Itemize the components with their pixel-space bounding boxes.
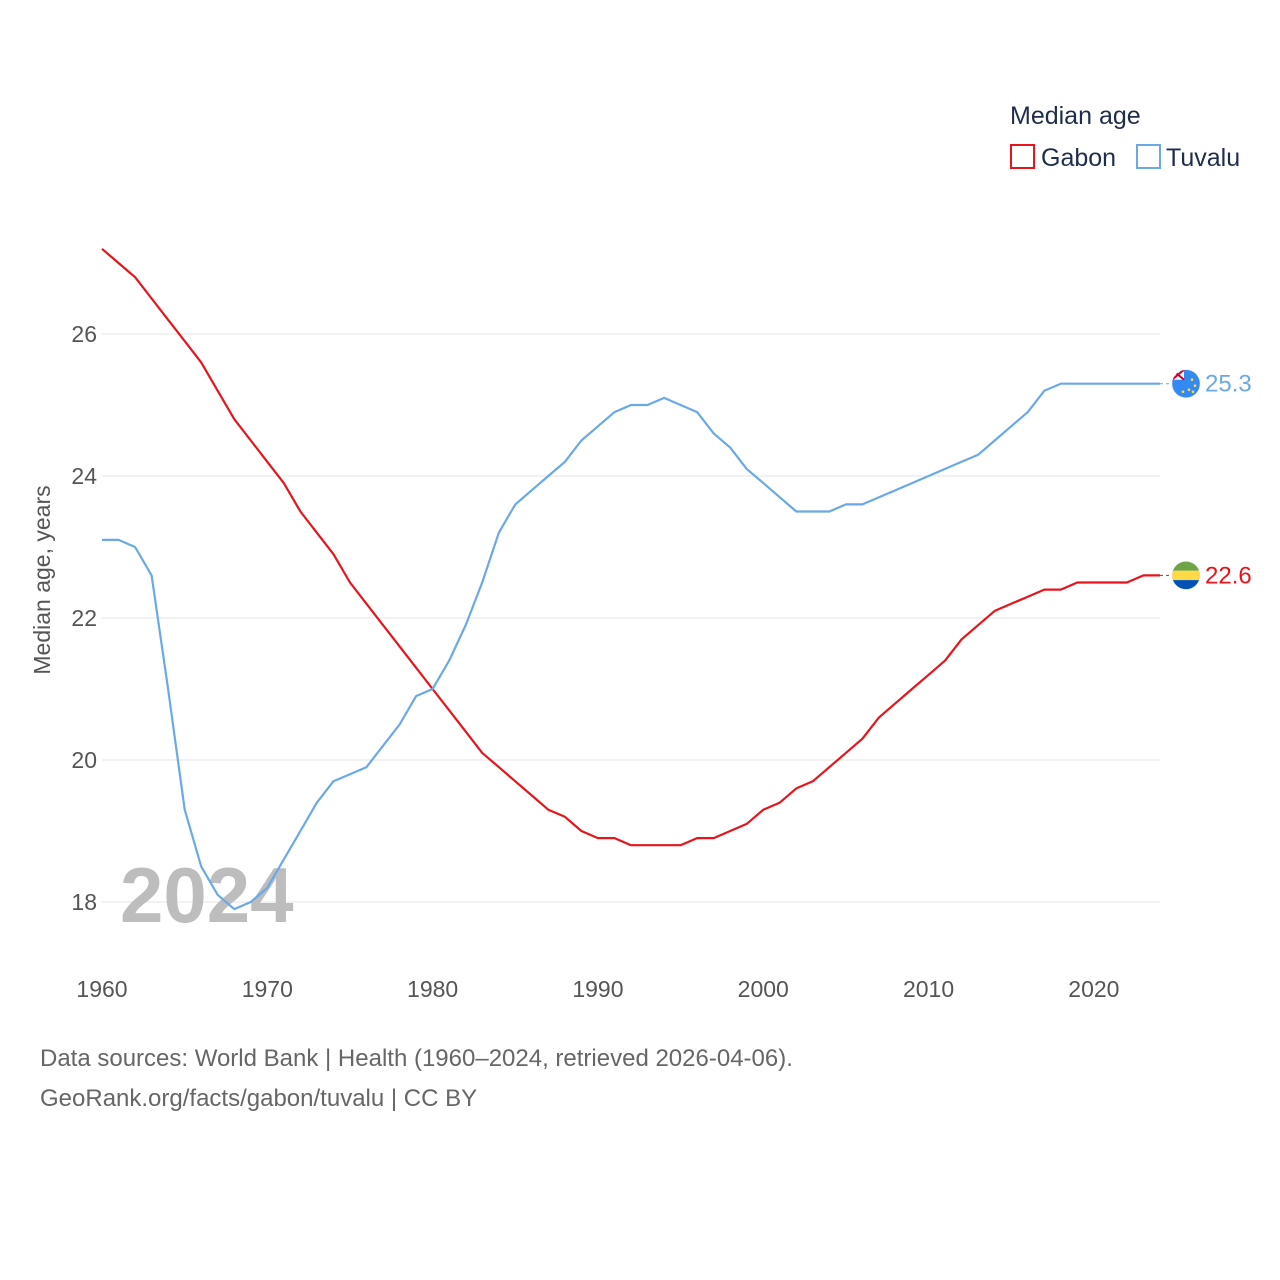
legend-title: Median age — [1010, 102, 1141, 130]
y-tick-26: 26 — [71, 321, 97, 347]
end-markers: 22.6 25.3 — [1160, 369, 1252, 590]
end-label-tuvalu: 25.3 — [1205, 371, 1252, 398]
y-axis-title: Median age, years — [29, 485, 55, 674]
data-sources-note: Data sources: World Bank | Health (1960–… — [40, 1045, 793, 1072]
attribution-link[interactable]: GeoRank.org/facts/gabon/tuvalu | CC BY — [40, 1085, 478, 1112]
legend-label-gabon: Gabon — [1041, 144, 1116, 172]
y-tick-22: 22 — [71, 605, 97, 631]
series-line-tuvalu[interactable] — [102, 382, 1160, 911]
x-tick-2020: 2020 — [1068, 976, 1119, 1002]
legend-label-tuvalu: Tuvalu — [1166, 144, 1240, 172]
gridlines — [102, 333, 1160, 903]
y-tick-20: 20 — [71, 747, 97, 773]
x-axis-ticks: 1960 1970 1980 1990 2000 2010 2020 — [76, 976, 1119, 1002]
legend-item-tuvalu[interactable]: Tuvalu — [1136, 144, 1240, 172]
x-tick-1990: 1990 — [572, 976, 623, 1002]
x-tick-2010: 2010 — [903, 976, 954, 1002]
series-lines — [101, 247, 1160, 911]
year-overlay: 2024 — [120, 851, 294, 939]
x-tick-2000: 2000 — [738, 976, 789, 1002]
y-tick-18: 18 — [71, 889, 97, 915]
y-axis-ticks: 18 20 22 24 26 — [71, 321, 97, 915]
legend-item-gabon[interactable]: Gabon — [1010, 144, 1116, 172]
x-tick-1960: 1960 — [76, 976, 127, 1002]
series-line-gabon[interactable] — [101, 247, 1160, 847]
legend-swatch-gabon — [1010, 144, 1035, 169]
legend-swatch-tuvalu — [1136, 144, 1161, 169]
x-tick-1970: 1970 — [242, 976, 293, 1002]
tuvalu-flag-icon — [1171, 369, 1201, 398]
end-label-gabon: 22.6 — [1205, 562, 1252, 589]
legend: Median age Gabon Tuvalu — [1010, 102, 1240, 172]
x-tick-1980: 1980 — [407, 976, 458, 1002]
gabon-flag-icon — [1171, 561, 1201, 590]
y-tick-24: 24 — [71, 463, 97, 489]
